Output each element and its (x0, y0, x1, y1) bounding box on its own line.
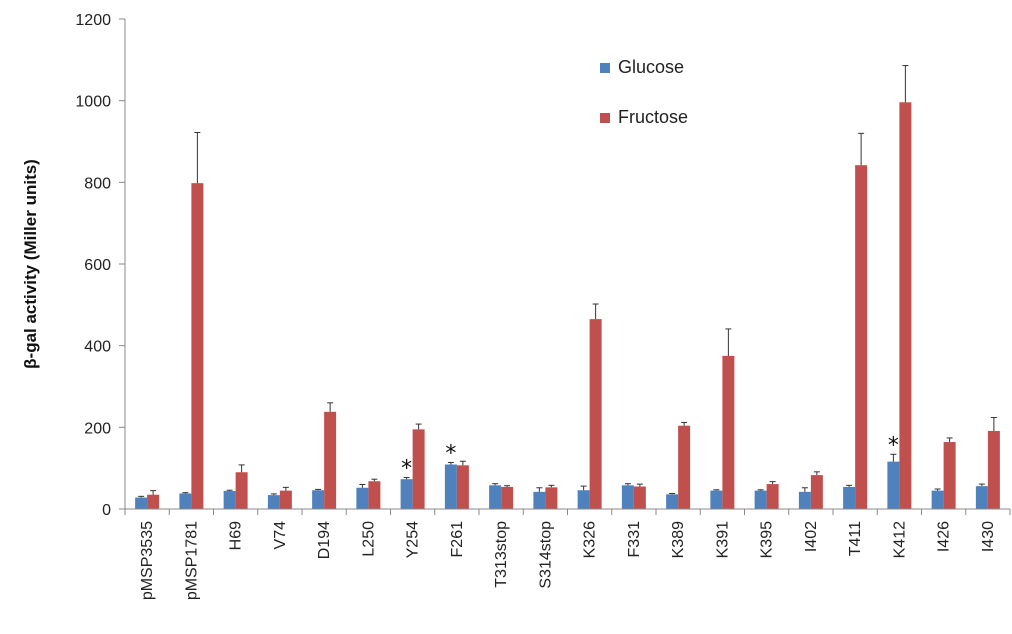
bar-fructose (810, 475, 823, 509)
bar-fructose (191, 183, 204, 509)
legend-label-glucose: Glucose (618, 57, 684, 77)
bar-glucose (843, 486, 856, 509)
x-category-label: D194 (316, 521, 333, 559)
x-category-label: K412 (891, 521, 908, 558)
x-category-label: pMSP3535 (139, 521, 156, 600)
bar-glucose (533, 491, 546, 509)
bar-glucose (931, 490, 944, 509)
significance-marker: * (445, 441, 456, 466)
legend-swatch-glucose (600, 63, 610, 73)
x-axis: pMSP3535 pMSP1781 H69 V74 D194 L250 Y254 F261 T3… (124, 508, 1011, 600)
bar-fructose (324, 411, 337, 509)
bar-fructose (855, 165, 868, 509)
bar-glucose (975, 486, 988, 509)
bar-glucose (754, 490, 767, 509)
legend-label-fructose: Fructose (618, 107, 688, 127)
bar-fructose (412, 429, 425, 509)
bar-fructose (766, 484, 779, 509)
x-category-label: I402 (803, 521, 820, 552)
y-axis-title: β-gal activity (Miller units) (21, 159, 40, 369)
bar-fructose (235, 472, 248, 509)
bar-fructose (368, 481, 381, 509)
bar-fructose (987, 431, 1000, 509)
legend: Glucose Fructose (600, 57, 688, 127)
y-tick-label: 800 (84, 175, 111, 192)
bar-fructose (633, 486, 646, 509)
x-category-label: T411 (847, 521, 864, 556)
x-category-label: F331 (626, 521, 643, 558)
bar-fructose (545, 487, 558, 509)
x-category-label: K395 (759, 521, 776, 558)
bar-glucose (312, 490, 325, 509)
x-category-label: I426 (936, 521, 953, 552)
bar-glucose (135, 497, 148, 509)
bar-glucose (444, 464, 457, 509)
y-tick-label: 0 (102, 502, 111, 519)
y-tick-label: 400 (84, 339, 111, 356)
x-category-label: Y254 (405, 521, 422, 558)
y-tick-label: 1000 (75, 94, 111, 111)
bar-fructose (501, 486, 514, 509)
bar-glucose (798, 491, 811, 509)
bar-glucose (666, 494, 679, 509)
bar-fructose (279, 490, 292, 509)
x-category-label: S314stop (537, 521, 554, 589)
bar-fructose (589, 319, 602, 509)
bar-glucose (223, 491, 236, 509)
bar-fructose (456, 465, 469, 509)
significance-marker: * (401, 457, 412, 482)
bar-glucose (489, 485, 502, 509)
x-category-label: L250 (360, 521, 377, 557)
bar-fructose (943, 442, 956, 509)
bar-glucose (887, 461, 900, 509)
x-category-label: H69 (228, 521, 245, 550)
x-category-label: I430 (980, 521, 997, 552)
bar-fructose (147, 494, 160, 509)
x-category-label: pMSP1781 (183, 521, 200, 600)
x-category-label: F261 (449, 521, 466, 558)
bar-glucose (400, 479, 413, 509)
bars: * * * (135, 65, 1000, 510)
bar-glucose (179, 493, 192, 509)
y-tick-label: 600 (84, 257, 111, 274)
bar-glucose (710, 490, 723, 509)
bar-glucose (577, 490, 590, 509)
bar-fructose (899, 102, 912, 510)
bar-glucose (267, 495, 280, 509)
x-category-label: K391 (714, 521, 731, 558)
x-category-label: K389 (670, 521, 687, 558)
significance-marker: * (888, 433, 899, 458)
bar-fructose (722, 355, 735, 509)
bar-glucose (621, 485, 634, 509)
bar-glucose (356, 487, 369, 509)
y-tick-label: 200 (84, 420, 111, 437)
bar-fructose (678, 425, 691, 509)
x-category-label: T313stop (493, 521, 510, 588)
x-category-label: V74 (272, 521, 289, 550)
legend-swatch-fructose (600, 113, 610, 123)
x-category-label: K326 (582, 521, 599, 558)
y-axis: 0 200 400 600 800 1000 1200 (75, 12, 126, 519)
y-tick-label: 1200 (75, 12, 111, 29)
